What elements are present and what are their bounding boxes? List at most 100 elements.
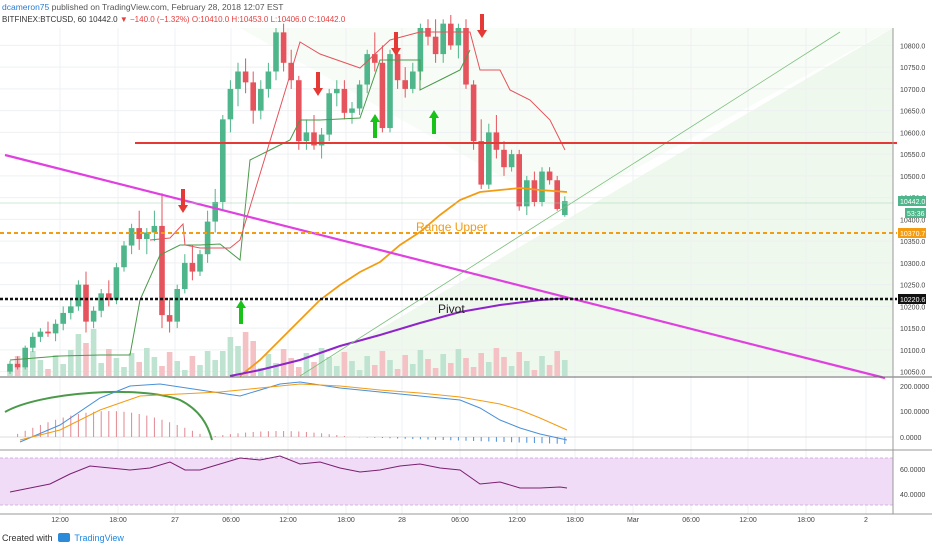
volume-bar bbox=[106, 349, 112, 376]
candle-body bbox=[493, 132, 500, 150]
candle-body bbox=[121, 245, 127, 268]
time-tick: 27 bbox=[171, 517, 179, 524]
candle-body bbox=[265, 71, 272, 89]
time-tick: 18:00 bbox=[337, 517, 355, 524]
time-tick: 18:00 bbox=[109, 517, 127, 524]
svg-text:10442.0: 10442.0 bbox=[900, 199, 925, 206]
price-tick: 10150.0 bbox=[900, 326, 925, 333]
volume-bar bbox=[151, 357, 158, 376]
volume-bar bbox=[242, 332, 249, 376]
candle-body bbox=[562, 201, 568, 216]
time-tick: 28 bbox=[398, 517, 406, 524]
tradingview-brand[interactable]: TradingView bbox=[74, 533, 124, 543]
candle-body bbox=[144, 232, 150, 239]
last-value: 10442.0 bbox=[88, 15, 118, 24]
candle-body bbox=[478, 141, 484, 185]
volume-bar bbox=[98, 363, 104, 376]
candle-body bbox=[212, 202, 218, 222]
sell-arrow-icon bbox=[313, 72, 323, 96]
pivot-tag: 10220.6 bbox=[898, 294, 926, 304]
tradingview-logo-icon[interactable] bbox=[58, 533, 71, 542]
signal-line bbox=[19, 383, 568, 441]
volume-bar bbox=[546, 365, 553, 376]
projection-zone-upper bbox=[240, 28, 893, 210]
price-tick: 10300.0 bbox=[900, 261, 925, 268]
volume-bar bbox=[182, 370, 188, 376]
price-tick: 10800.0 bbox=[900, 43, 925, 50]
volume-bar bbox=[296, 367, 302, 376]
rising-trendline bbox=[299, 31, 841, 377]
price-tick: 10400.0 bbox=[900, 217, 925, 224]
rsi-tick: 40.0000 bbox=[900, 492, 925, 499]
volume-bar bbox=[280, 349, 287, 376]
price-tick: 10650.0 bbox=[900, 109, 925, 116]
time-tick: 18:00 bbox=[797, 517, 815, 524]
time-tick: 12:00 bbox=[51, 517, 69, 524]
candle-body bbox=[417, 28, 424, 72]
author-link[interactable]: dcameron75 bbox=[2, 2, 50, 12]
candle-body bbox=[303, 132, 310, 142]
price-tick: 10350.0 bbox=[900, 239, 925, 246]
created-with-text: Created with bbox=[2, 533, 53, 543]
price-tick: 10100.0 bbox=[900, 348, 925, 355]
macd-pane[interactable] bbox=[0, 378, 893, 449]
volume-bar bbox=[30, 351, 36, 376]
projection-zone bbox=[300, 28, 893, 376]
volume-bar bbox=[554, 351, 560, 376]
candle-body bbox=[22, 347, 28, 368]
sell-arrow-icon bbox=[178, 189, 188, 213]
candle-body bbox=[45, 331, 51, 334]
ohlc-values: O:10410.0 H:10453.0 L:10406.0 C:10442.0 bbox=[191, 15, 346, 24]
symbol-name[interactable]: BITFINEX:BTCUSD, 60 bbox=[2, 15, 87, 24]
volume-bar bbox=[372, 365, 378, 376]
candle-body bbox=[113, 267, 120, 300]
volume-bar bbox=[539, 356, 545, 376]
time-tick: 2 bbox=[864, 517, 868, 524]
time-tick: Mar bbox=[627, 517, 640, 524]
candle-body bbox=[356, 84, 363, 109]
candle-body bbox=[387, 54, 393, 129]
candle-body bbox=[334, 88, 340, 94]
time-tick: 18:00 bbox=[566, 517, 584, 524]
volume-bar bbox=[227, 337, 234, 376]
arrow-head bbox=[429, 110, 439, 118]
volume-bar bbox=[258, 368, 264, 376]
volume-bar bbox=[303, 353, 310, 376]
arrow-shaft bbox=[239, 308, 243, 324]
last-price-tag: 10442.0 53:36 bbox=[898, 196, 926, 218]
volume-bar bbox=[144, 348, 150, 376]
candle-body bbox=[204, 221, 211, 255]
arrow-head bbox=[391, 48, 401, 56]
arrow-head bbox=[178, 205, 188, 213]
candle-body bbox=[341, 88, 348, 113]
candle-body bbox=[37, 331, 44, 337]
price-tick: 10750.0 bbox=[900, 65, 925, 72]
candle-body bbox=[463, 28, 469, 85]
volume-bar bbox=[463, 358, 469, 376]
candle-body bbox=[318, 134, 325, 146]
symbol-legend: BITFINEX:BTCUSD, 60 10442.0 ▼ −140.0 (−1… bbox=[2, 15, 345, 24]
candle-body bbox=[280, 32, 287, 63]
volume-bar bbox=[432, 368, 439, 376]
stop-line-red bbox=[149, 31, 566, 249]
volume-bar bbox=[448, 363, 454, 376]
volume-bar bbox=[516, 352, 522, 376]
rsi-tick: 60.0000 bbox=[900, 467, 925, 474]
time-tick: 12:00 bbox=[739, 517, 757, 524]
volume-bar bbox=[45, 369, 51, 376]
candle-body bbox=[128, 228, 135, 246]
candle-body bbox=[379, 62, 386, 129]
candle-body bbox=[311, 132, 317, 146]
volume-bar bbox=[417, 350, 424, 376]
volume-bar bbox=[273, 363, 279, 376]
candle-body bbox=[14, 363, 21, 368]
volume-bar bbox=[136, 362, 142, 376]
volume-bar bbox=[265, 354, 272, 376]
candle-body bbox=[90, 310, 97, 322]
candle-body bbox=[508, 154, 515, 168]
rsi-band bbox=[0, 458, 893, 505]
sell-arrow-icon bbox=[391, 32, 401, 56]
volume-bar bbox=[349, 361, 355, 376]
macd-tick: 0.0000 bbox=[900, 435, 922, 442]
